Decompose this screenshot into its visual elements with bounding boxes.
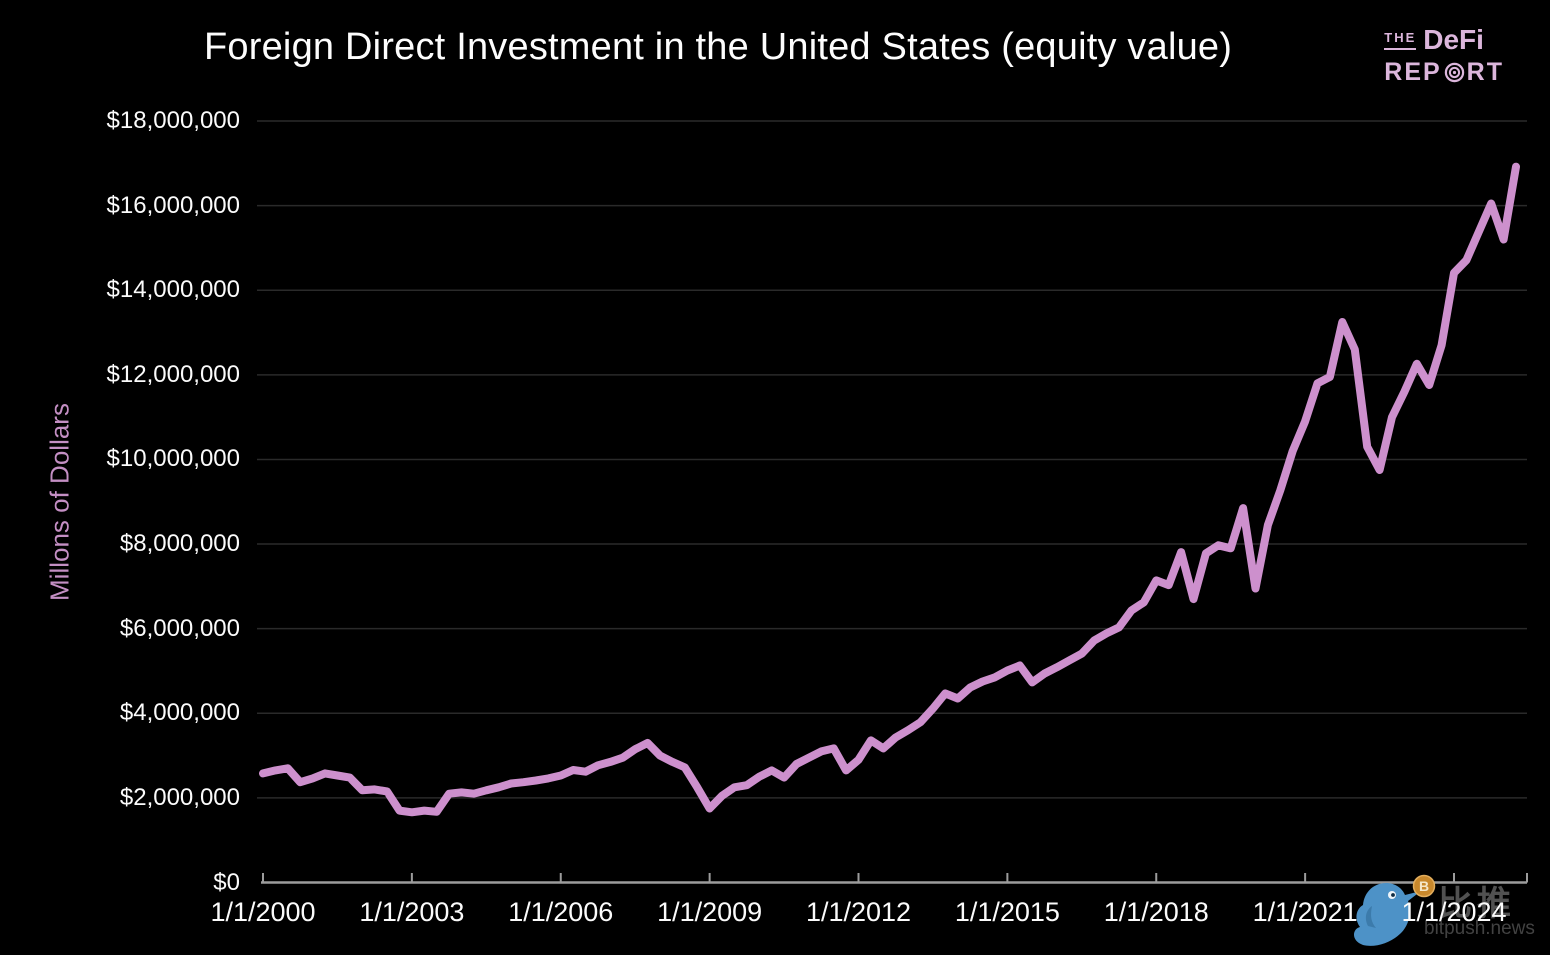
- logo-rt-text: RT: [1466, 58, 1504, 86]
- bitpush-watermark: B 比推 bitpush.news: [1350, 874, 1550, 955]
- watermark-domain-text: bitpush.news: [1424, 918, 1535, 939]
- logo-bottom-row: REP RT: [1384, 58, 1504, 87]
- logo-defi-text: DeFi: [1423, 24, 1484, 55]
- logo-rep-text: REP: [1384, 58, 1442, 86]
- bitcoin-icon: B: [1412, 874, 1436, 898]
- defi-report-logo: THE DeFi REP RT: [1384, 24, 1504, 87]
- logo-top-row: THE DeFi: [1384, 24, 1504, 56]
- bird-icon: [1353, 883, 1421, 946]
- svg-text:B: B: [1419, 878, 1429, 894]
- fdi-data-line: [259, 162, 1520, 817]
- bullseye-icon: [1444, 62, 1464, 83]
- watermark-chinese-text: 比推: [1438, 885, 1516, 923]
- logo-the-text: THE: [1384, 30, 1417, 50]
- chart-title: Foreign Direct Investment in the United …: [204, 26, 1233, 68]
